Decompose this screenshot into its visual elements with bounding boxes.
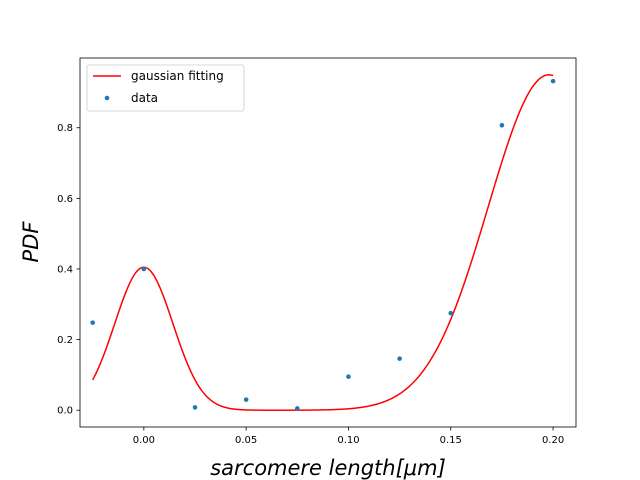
legend-marker-data	[104, 95, 110, 101]
x-tick-label: 0.10	[337, 435, 359, 446]
fit-layer	[92, 74, 554, 411]
scatter-layer	[90, 78, 556, 411]
y-tick-label: 0.8	[57, 123, 73, 134]
data-point	[295, 406, 300, 411]
legend-label-fit: gaussian fitting	[131, 69, 224, 83]
x-axis: 0.00 0.05 0.10 0.15 0.20	[133, 427, 564, 446]
y-tick-label: 0.2	[57, 335, 73, 346]
legend: gaussian fitting data	[86, 64, 245, 112]
y-axis-label: PDF	[19, 221, 43, 263]
plot-frame	[79, 57, 577, 428]
plot-area	[80, 58, 576, 427]
x-axis-label: sarcomere length[μm]	[210, 456, 446, 480]
data-point	[397, 356, 402, 361]
data-point	[448, 310, 454, 316]
x-tick-label: 0.00	[133, 435, 155, 446]
data-point	[141, 266, 147, 272]
x-tick-label: 0.20	[542, 435, 564, 446]
legend-box	[86, 64, 245, 112]
data-point	[499, 122, 505, 128]
legend-label-data: data	[131, 91, 158, 105]
data-point	[90, 320, 95, 325]
data-point	[346, 374, 351, 379]
x-tick-label: 0.05	[235, 435, 257, 446]
y-tick-label: 0.0	[57, 406, 73, 417]
data-point	[550, 78, 556, 84]
y-axis: 0.0 0.2 0.4 0.6 0.8	[57, 123, 80, 417]
series-line-gaussian-fitting	[92, 74, 554, 411]
y-tick-label: 0.4	[57, 264, 73, 275]
y-tick-label: 0.6	[57, 194, 73, 205]
data-point	[192, 405, 198, 410]
data-point	[243, 397, 249, 402]
x-tick-label: 0.15	[440, 435, 462, 446]
